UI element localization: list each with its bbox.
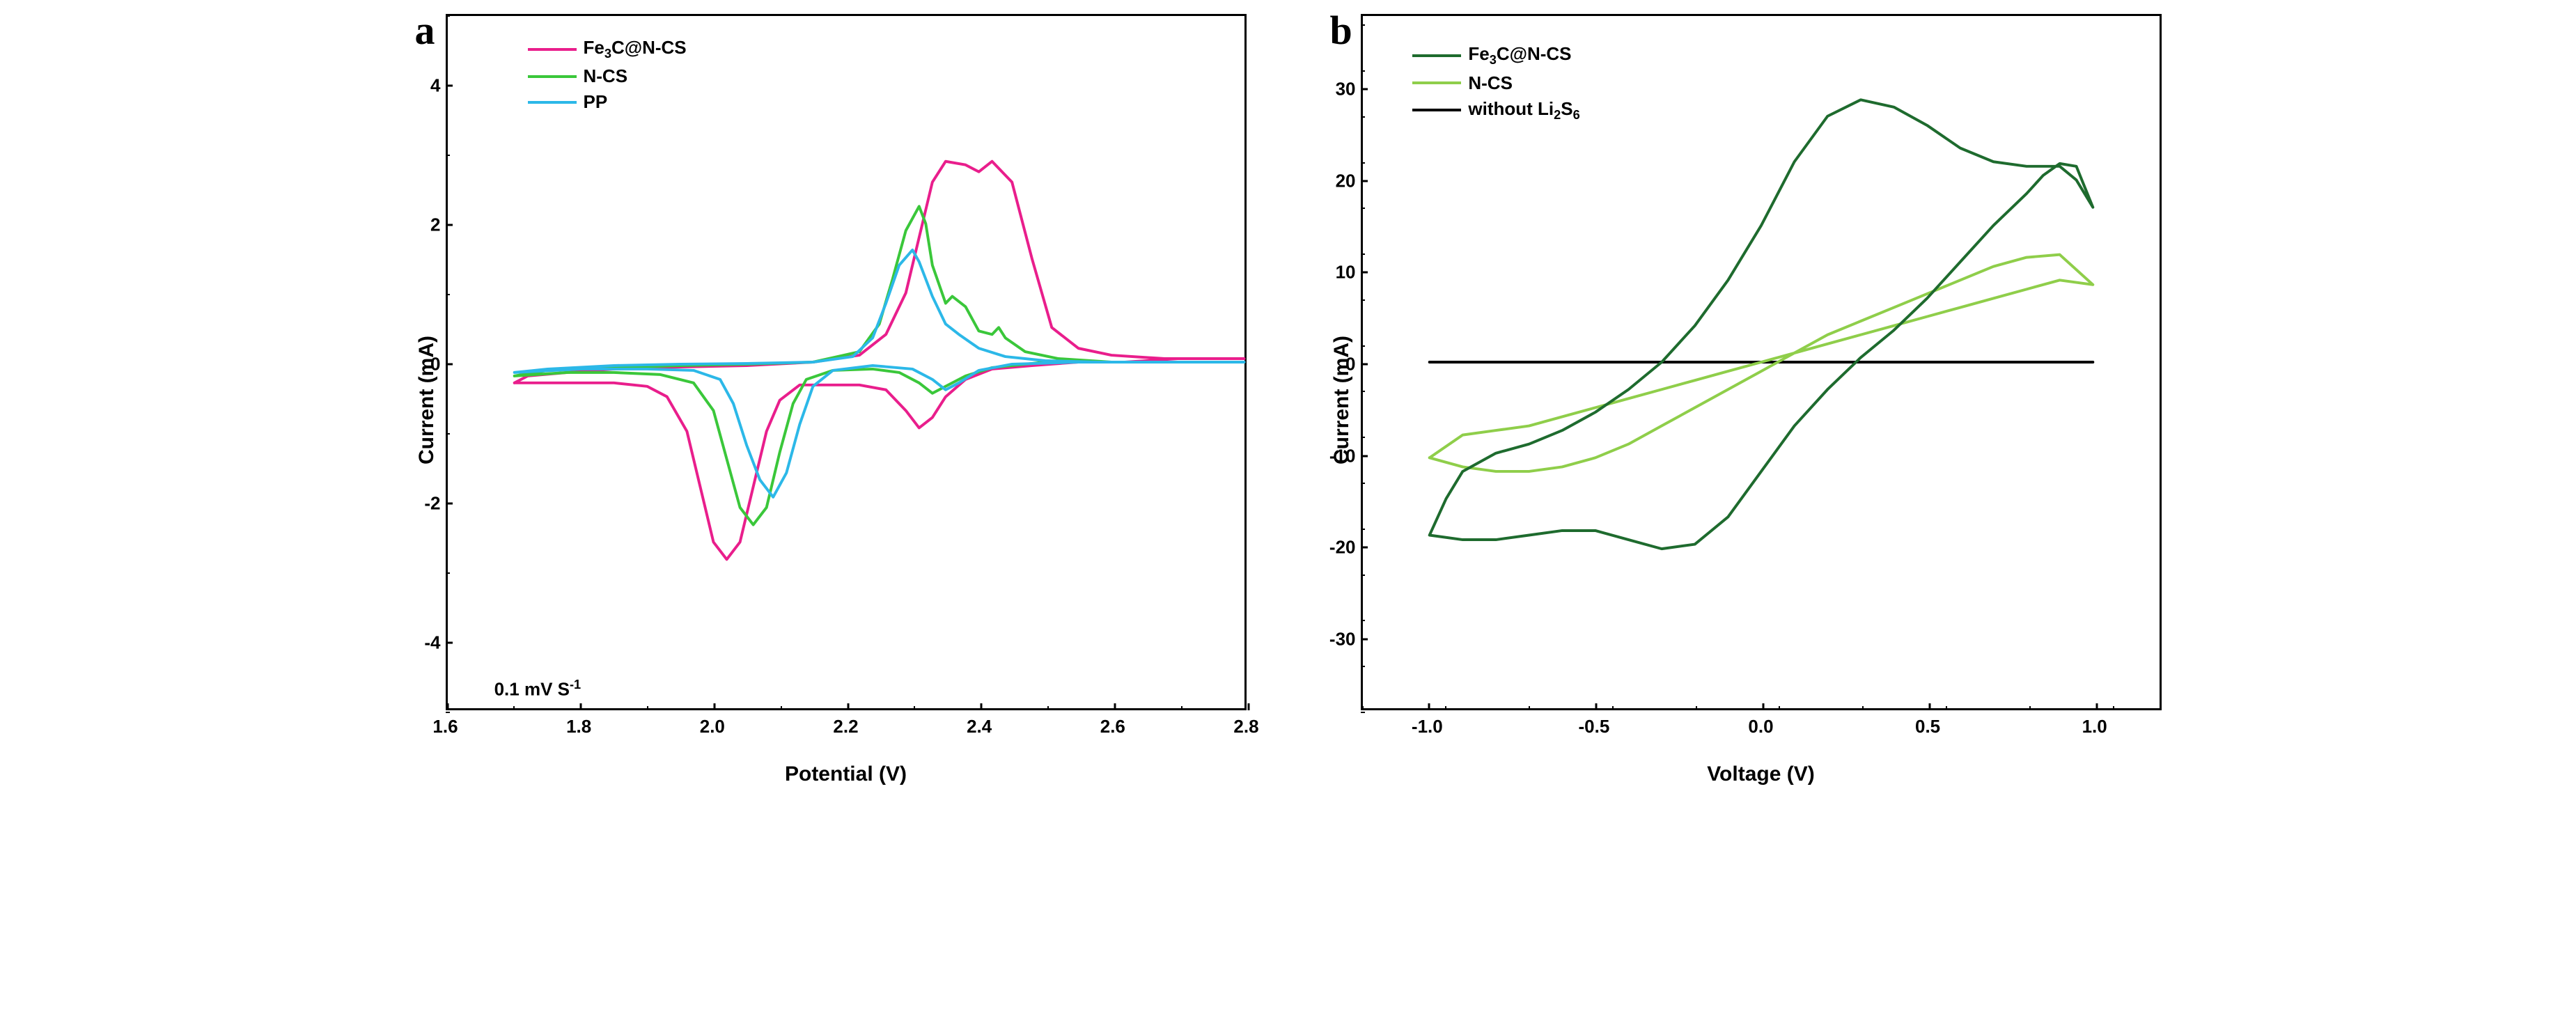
chart-b-wrap: Current (mA) -30-20-100102030Fe3C@N-CSN-… [1330, 14, 2162, 786]
ytick-label: -2 [424, 493, 440, 515]
ytick-label: 4 [430, 75, 440, 97]
ytick-label: -4 [424, 632, 440, 654]
xtick-label: 1.8 [566, 716, 591, 737]
legend-label: PP [584, 91, 608, 113]
chart-b-xlabel: Voltage (V) [1707, 763, 1814, 786]
legend-swatch [1412, 81, 1461, 84]
legend-label: Fe3C@N-CS [1468, 43, 1571, 68]
legend-label: N-CS [1468, 72, 1513, 94]
legend-swatch [1412, 54, 1461, 57]
ytick-label: 0 [1345, 354, 1355, 375]
legend-label: Fe3C@N-CS [584, 37, 687, 61]
xtick-label: 0.5 [1915, 716, 1940, 737]
legend-item: Fe3C@N-CS [1412, 43, 1579, 68]
legend-swatch [528, 75, 577, 78]
ytick-label: -20 [1329, 537, 1356, 558]
panel-b-label: b [1330, 7, 1352, 54]
xtick-label: 0.0 [1748, 716, 1773, 737]
legend-item: N-CS [1412, 72, 1579, 94]
legend-item: Fe3C@N-CS [528, 37, 687, 61]
annotation: 0.1 mV S-1 [494, 678, 581, 701]
series-line [1429, 100, 2093, 549]
xtick-label: -1.0 [1412, 716, 1443, 737]
chart-a-plotbox: -4-2024Fe3C@N-CSN-CSPP0.1 mV S-1 [446, 14, 1247, 710]
xtick-label: 1.0 [2082, 716, 2107, 737]
chart-b-xticks: -1.0-0.50.00.51.0 [1361, 710, 2162, 731]
ytick-label: 30 [1336, 79, 1356, 100]
ytick-label: 10 [1336, 262, 1356, 283]
ytick-label: 0 [430, 354, 440, 375]
legend-item: PP [528, 91, 687, 113]
legend-label: N-CS [584, 65, 628, 87]
xtick-label: 2.0 [700, 716, 725, 737]
panel-b: b Current (mA) -30-20-100102030Fe3C@N-CS… [1330, 14, 2162, 786]
panel-a-label: a [415, 7, 435, 54]
legend-label: without Li2S6 [1468, 98, 1579, 123]
legend-swatch [528, 48, 577, 51]
ytick-label: -30 [1329, 628, 1356, 650]
panel-a: a Current (mA) -4-2024Fe3C@N-CSN-CSPP0.1… [415, 14, 1247, 786]
legend: Fe3C@N-CS N-CS PP [528, 37, 687, 113]
xtick-label: 2.2 [833, 716, 858, 737]
xtick-label: 2.6 [1100, 716, 1125, 737]
chart-a-xlabel: Potential (V) [785, 763, 907, 786]
xtick-label: 2.8 [1233, 716, 1258, 737]
legend-item: N-CS [528, 65, 687, 87]
ytick-label: 20 [1336, 170, 1356, 192]
legend-swatch [528, 101, 577, 104]
ytick-label: 2 [430, 214, 440, 236]
xtick-label: 1.6 [432, 716, 458, 737]
chart-a-xticks: 1.61.82.02.22.42.62.8 [446, 710, 1247, 731]
chart-a-wrap: Current (mA) -4-2024Fe3C@N-CSN-CSPP0.1 m… [415, 14, 1247, 786]
ytick-label: -10 [1329, 445, 1356, 467]
legend: Fe3C@N-CS N-CS without Li2S6 [1412, 43, 1579, 122]
xtick-label: 2.4 [967, 716, 992, 737]
series-line [514, 162, 1244, 560]
chart-b-plotbox: -30-20-100102030Fe3C@N-CSN-CSwithout Li2… [1361, 14, 2162, 710]
legend-item: without Li2S6 [1412, 98, 1579, 123]
legend-swatch [1412, 109, 1461, 111]
xtick-label: -0.5 [1579, 716, 1610, 737]
